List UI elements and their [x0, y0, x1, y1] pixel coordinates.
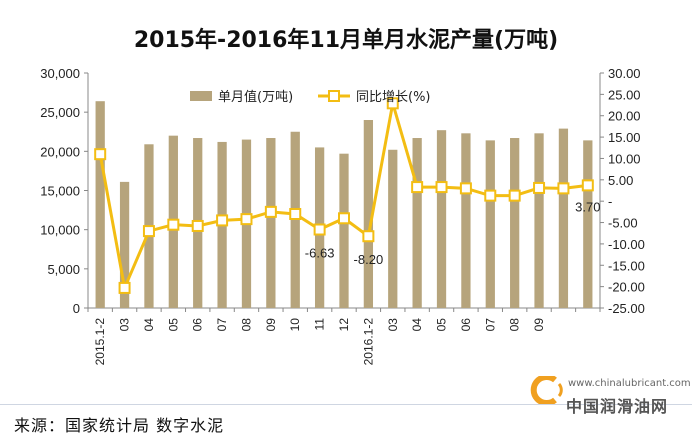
bar-single-month [534, 133, 544, 308]
bar-single-month [461, 133, 471, 308]
line-point-marker [167, 218, 180, 231]
y-right-tick-label: -25.00 [608, 301, 645, 316]
x-tick-label: 2015.1-2 [93, 318, 107, 366]
x-tick-label: 05 [435, 318, 449, 332]
x-tick-label: 09 [264, 318, 278, 332]
line-point-marker [533, 181, 546, 194]
y-right-tick-label: -15.00 [608, 258, 645, 273]
y-left-tick-label: 20,000 [40, 144, 80, 159]
data-label: 3.70 [575, 199, 600, 214]
line-point-marker [459, 182, 472, 195]
y-right-tick-label: 30.00 [608, 66, 641, 81]
line-point-marker [94, 148, 107, 161]
x-tick-label: 11 [313, 318, 327, 331]
x-tick-label: 06 [459, 318, 473, 332]
x-tick-label: 07 [215, 318, 229, 332]
y-right-tick-label: 20.00 [608, 109, 641, 124]
line-point-marker [240, 213, 253, 226]
legend-label-bar: 单月值(万吨) [218, 89, 293, 105]
x-tick-label: 03 [118, 318, 132, 332]
bar-single-month [412, 138, 422, 308]
line-point-marker [289, 208, 302, 220]
y-right-tick-label: 25.00 [608, 87, 641, 102]
y-left-tick-label: 15,000 [40, 184, 80, 199]
bar-single-month [485, 140, 495, 308]
line-point-marker [142, 225, 155, 238]
x-tick-label: 12 [337, 318, 351, 332]
data-label: -8.20 [354, 252, 384, 267]
bar-single-month [363, 120, 374, 308]
bar-single-month [510, 138, 520, 308]
line-point-marker [484, 189, 497, 202]
line-point-marker [216, 214, 229, 227]
y-right-tick-label: 15.00 [608, 130, 641, 145]
bar-single-month [558, 128, 569, 308]
y-left-tick-label: 30,000 [40, 66, 80, 81]
y-right-tick-label: -20.00 [608, 280, 645, 295]
y-left-tick-label: 25,000 [40, 105, 80, 120]
data-label: -6.63 [305, 246, 335, 261]
line-point-marker [313, 223, 326, 236]
footer-divider [0, 404, 692, 405]
line-point-marker [557, 182, 570, 195]
chart-title: 2015年-2016年11月单月水泥产量(万吨) [133, 28, 559, 53]
source-text: 来源：国家统计局 数字水泥 [14, 416, 225, 435]
bar-single-month [436, 130, 447, 308]
x-tick-label: 06 [191, 318, 205, 332]
y-left-tick-label: 0 [73, 301, 80, 316]
bar-single-month [388, 149, 398, 308]
y-right-tick-label: 5.00 [608, 173, 633, 188]
line-point-marker [581, 179, 594, 192]
lubricant-logo-icon [530, 376, 563, 404]
bar-single-month [583, 140, 593, 308]
x-tick-label: 10 [288, 318, 302, 332]
line-point-marker [411, 181, 424, 194]
watermark-url: www.chinalubricant.com [568, 378, 691, 389]
x-tick-label: 08 [508, 318, 522, 332]
y-left-tick-label: 5,000 [47, 262, 80, 277]
x-tick-label: 08 [239, 318, 253, 332]
x-tick-label: 2016.1-2 [361, 318, 375, 366]
line-point-marker [118, 281, 131, 294]
bar-single-month [266, 138, 276, 308]
line-point-marker [191, 219, 204, 232]
x-tick-label: 03 [386, 318, 400, 332]
y-right-tick-label: -10.00 [608, 237, 645, 252]
bar-single-month [95, 101, 105, 308]
legend-swatch-bar [190, 91, 212, 101]
x-tick-label: 05 [166, 318, 180, 332]
line-point-marker [338, 212, 350, 225]
x-tick-label: 04 [410, 318, 424, 332]
legend-label-line: 同比增长(%) [356, 90, 431, 105]
line-point-marker [362, 230, 375, 243]
y-right-tick-label: - [608, 194, 612, 209]
x-tick-label: 07 [483, 318, 497, 332]
y-right-tick-label: -5.00 [608, 216, 638, 231]
line-point-marker [264, 205, 277, 218]
line-point-marker [508, 189, 521, 202]
watermark-name: 中国润滑油网 [566, 397, 669, 416]
x-tick-label: 04 [142, 318, 156, 332]
x-tick-label: 09 [532, 318, 546, 332]
legend-swatch-marker [328, 90, 340, 102]
bar-single-month [339, 153, 349, 308]
y-left-tick-label: 10,000 [40, 223, 80, 238]
bar-single-month [119, 181, 130, 308]
line-point-marker [435, 181, 448, 194]
line-point-marker [386, 97, 399, 110]
y-right-tick-label: 10.00 [608, 151, 641, 166]
